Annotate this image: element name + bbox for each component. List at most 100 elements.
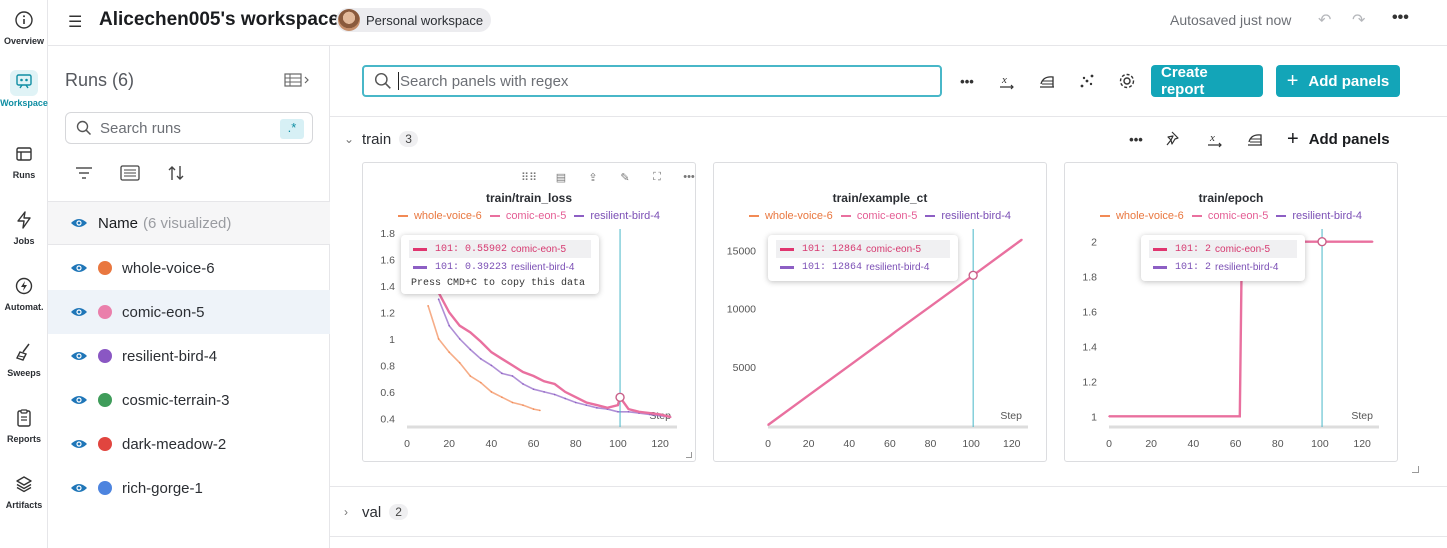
eye-icon[interactable] [70,350,88,362]
run-name[interactable]: rich-gorge-1 [122,479,203,497]
data-point [501,357,503,360]
run-color-dot[interactable] [98,437,112,451]
filter-icon[interactable] [74,164,94,182]
run-row[interactable]: whole-voice-6 [48,246,330,290]
fullscreen-icon[interactable]: ⛶ [653,171,661,183]
legend-item: whole-voice-6 [1099,210,1184,222]
run-name[interactable]: comic-eon-5 [122,303,205,321]
run-row[interactable]: cosmic-terrain-3 [48,378,330,422]
copy-icon[interactable]: ▤ [555,172,567,184]
run-color-dot[interactable] [98,481,112,495]
create-report-button[interactable]: Create report [1151,64,1263,98]
data-point [480,340,482,343]
x-tick-label: 0 [765,438,771,450]
nav-overview[interactable]: Overview [0,8,48,64]
drag-handle-icon[interactable]: ⠿⠿ [520,172,538,184]
svg-text:x: x [1001,74,1007,86]
panel-example-ct[interactable]: train/example_ct whole-voice-6 comic-eon… [713,162,1047,462]
nav-sweeps[interactable]: Sweeps [0,340,48,396]
data-point [1150,415,1152,418]
nav-runs[interactable]: Runs [0,142,48,198]
x-tick-label: 40 [843,438,855,450]
add-panels-button[interactable]: + Add panels [1276,65,1400,97]
eye-icon[interactable] [70,306,88,318]
divider [330,536,1447,537]
outliers-icon[interactable] [1076,70,1098,92]
eye-icon[interactable] [70,482,88,494]
run-row[interactable]: resilient-bird-4 [48,334,330,378]
x-axis-icon[interactable]: x [1204,128,1226,150]
data-point [1238,415,1241,418]
section-train-header[interactable]: ⌄ train 3 [330,119,1447,159]
data-point [448,351,450,353]
smoothing-icon[interactable] [1036,70,1058,92]
plus-icon: + [1287,128,1299,150]
divider [330,116,1447,117]
data-point [585,401,588,404]
search-panels-input[interactable]: Search panels with regex [362,65,942,97]
y-tick-label: 1.6 [1082,307,1097,319]
run-row[interactable]: rich-gorge-1 [48,466,330,510]
nav-workspace[interactable]: Workspace [0,70,48,126]
run-row[interactable]: dark-meadow-2 [48,422,330,466]
nav-reports[interactable]: Reports [0,406,48,462]
regex-toggle[interactable]: .* [280,119,304,139]
table-view-icon[interactable] [284,72,312,88]
x-axis-icon[interactable]: x [996,70,1018,92]
chevron-down-icon[interactable]: ⌄ [344,132,355,146]
legend-item: comic-eon-5 [489,210,566,222]
run-name[interactable]: cosmic-terrain-3 [122,391,230,409]
tooltip-row: 101: 0.39223 resilient-bird-4 [409,258,591,276]
run-name[interactable]: whole-voice-6 [122,259,215,277]
data-point [627,408,630,410]
legend-item: comic-eon-5 [840,210,917,222]
smoothing-icon[interactable] [1244,128,1266,150]
undo-icon[interactable]: ↶ [1318,12,1332,29]
data-point [1371,240,1374,243]
run-color-dot[interactable] [98,393,112,407]
eye-icon[interactable] [70,262,88,274]
workspace-type-label: Personal workspace [366,12,484,28]
more-options-icon[interactable]: ••• [1392,9,1409,26]
nav-automations[interactable]: Automat. [0,274,48,330]
chevron-right-icon[interactable]: › [344,505,348,519]
section-add-panels-button[interactable]: + Add panels [1287,128,1390,151]
sort-icon[interactable] [166,164,186,182]
section-val-header[interactable]: › val 2 [330,492,1447,532]
menu-icon[interactable]: ☰ [68,14,83,31]
panel-train-loss[interactable]: ⠿⠿ ▤ ⇪ ✎ ⛶ ••• train/train_loss whole-vo… [362,162,696,462]
resize-handle[interactable] [686,452,692,458]
redo-icon[interactable]: ↷ [1352,12,1366,29]
data-point [511,375,514,377]
x-axis-label: Step [1000,410,1022,422]
eye-icon[interactable] [70,394,88,406]
more-options-icon[interactable]: ••• [960,73,974,89]
run-color-dot[interactable] [98,261,112,275]
workspace-type-chip[interactable]: Personal workspace [336,8,492,32]
run-row[interactable]: comic-eon-5 [48,290,330,334]
nav-jobs[interactable]: Jobs [0,208,48,264]
run-color-dot[interactable] [98,349,112,363]
section-resize-handle[interactable] [1412,466,1419,473]
y-tick-label: 1 [1091,411,1097,423]
eye-icon[interactable] [70,438,88,450]
share-icon[interactable]: ⇪ [588,172,598,184]
run-name[interactable]: resilient-bird-4 [122,347,218,365]
settings-gear-icon[interactable] [1116,70,1138,92]
name-column-header[interactable]: Name (6 visualized) [48,201,330,245]
eye-icon[interactable] [70,217,88,229]
data-point [564,397,567,400]
group-icon[interactable] [120,164,140,182]
search-runs-input[interactable]: Search runs .* [65,112,313,144]
chart-train-loss[interactable]: 0.40.60.811.21.41.61.8020406080100120Ste… [363,225,697,461]
edit-icon[interactable]: ✎ [620,172,630,184]
panel-epoch[interactable]: train/epoch whole-voice-6 comic-eon-5 re… [1064,162,1398,462]
chart-example-ct[interactable]: 5000 10000 15000 0 20 40 60 80 100 120 Step [714,225,1048,461]
run-name[interactable]: dark-meadow-2 [122,435,227,453]
x-tick-label: 0 [1106,438,1112,450]
panel-more-icon[interactable]: ••• [683,171,695,183]
section-more-icon[interactable]: ••• [1129,131,1143,147]
run-color-dot[interactable] [98,305,112,319]
nav-artifacts[interactable]: Artifacts [0,472,48,528]
pin-icon[interactable] [1163,128,1185,150]
